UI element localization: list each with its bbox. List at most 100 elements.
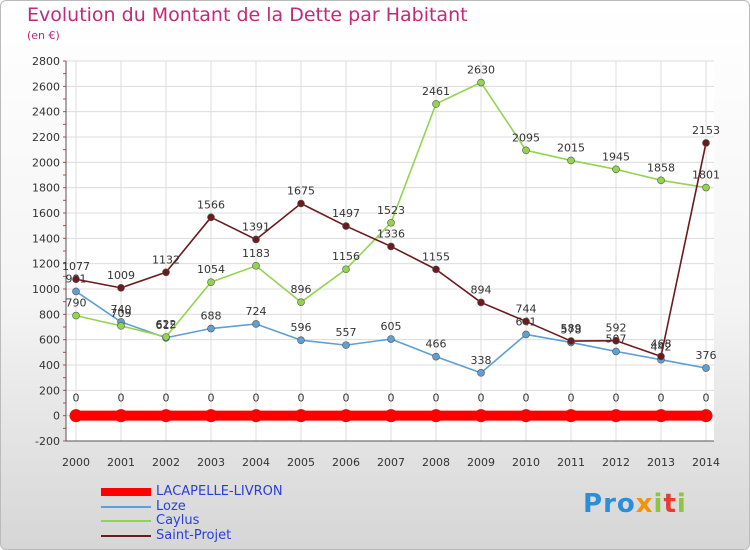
data-label: 596: [291, 321, 312, 334]
series-point: [252, 262, 260, 270]
data-label: 740: [111, 303, 132, 316]
data-label: 790: [66, 297, 87, 310]
series-point: [72, 275, 80, 284]
data-label: 2015: [557, 141, 585, 154]
y-tick-label: 600: [39, 334, 60, 347]
series-point: [207, 278, 215, 286]
data-label: 1523: [377, 204, 405, 217]
series-point: [567, 337, 575, 345]
series-point: [702, 183, 710, 192]
series-point: [702, 139, 710, 147]
data-label: 1156: [332, 250, 360, 263]
data-label: 0: [523, 392, 530, 405]
data-label: 0: [208, 392, 215, 405]
legend-swatch: [101, 505, 151, 508]
legend-label: LACAPELLE-LIVRON: [156, 484, 283, 500]
series-point: [432, 100, 440, 108]
data-label: 0: [478, 392, 485, 405]
x-tick-label: 2000: [62, 456, 90, 469]
legend-label: Loze: [156, 498, 186, 514]
legend-item: Caylus: [101, 514, 283, 529]
data-label: 0: [433, 392, 440, 405]
data-label: 0: [73, 392, 80, 405]
x-tick-label: 2003: [197, 456, 225, 469]
data-label: 0: [703, 392, 710, 405]
series-point: [384, 409, 398, 423]
series-point: [699, 409, 713, 423]
y-tick-label: 800: [39, 308, 60, 321]
x-tick-label: 2011: [557, 456, 585, 469]
x-tick-label: 2012: [602, 456, 630, 469]
data-label: 615: [156, 319, 177, 332]
y-tick-label: 1800: [32, 182, 60, 195]
data-label: 1155: [422, 250, 450, 263]
y-tick-label: 1200: [32, 258, 60, 271]
data-label: 1566: [197, 198, 225, 211]
series-point: [72, 287, 80, 296]
data-label: 1183: [242, 247, 270, 260]
data-label: 578: [561, 323, 582, 336]
data-label: 2095: [512, 131, 540, 144]
series-point: [702, 364, 710, 372]
series-point: [522, 330, 530, 339]
series-point: [72, 311, 80, 320]
data-label: 0: [298, 392, 305, 405]
chart-legend: LACAPELLE-LIVRON Loze Caylus Saint-Projet: [101, 485, 283, 543]
y-tick-label: 1000: [32, 283, 60, 296]
legend-label: Caylus: [156, 513, 200, 529]
series-point: [654, 409, 668, 423]
data-label: 376: [696, 349, 717, 362]
y-tick-label: 200: [39, 384, 60, 397]
series-point: [297, 298, 305, 306]
data-label: 2630: [467, 64, 495, 77]
series-point: [117, 322, 125, 330]
data-label: 744: [516, 302, 537, 315]
series-point: [612, 336, 620, 345]
series-point: [432, 352, 440, 361]
y-tick-label: 1600: [32, 207, 60, 220]
series-point: [249, 409, 263, 423]
y-tick-label: 2400: [32, 106, 60, 119]
series-point: [342, 341, 350, 349]
data-label: 622: [156, 318, 177, 331]
series-point: [162, 268, 170, 277]
data-label: 2153: [692, 124, 720, 137]
legend-item: Loze: [101, 498, 283, 515]
legend-item: LACAPELLE-LIVRON: [101, 485, 283, 500]
series-point: [204, 409, 218, 423]
data-label: 896: [291, 283, 312, 296]
data-label: 1858: [647, 161, 675, 174]
legend-swatch: [101, 520, 151, 523]
series-point: [612, 165, 620, 174]
series-point: [609, 409, 623, 423]
proxiti-logo: Proxiti: [583, 489, 687, 519]
series-point: [342, 265, 350, 274]
data-label: 1801: [692, 169, 720, 182]
data-label: 2461: [422, 85, 450, 98]
plot-area: [66, 61, 714, 441]
x-tick-label: 2008: [422, 456, 450, 469]
series-point: [477, 78, 485, 87]
data-label: 0: [253, 392, 260, 405]
legend-swatch: [101, 534, 151, 537]
data-label: 688: [201, 310, 222, 323]
data-label: 592: [606, 322, 627, 335]
series-point: [432, 265, 440, 274]
data-label: 1054: [197, 263, 225, 276]
data-label: 338: [471, 354, 492, 367]
series-point: [114, 409, 128, 423]
data-label: 0: [343, 392, 350, 405]
series-point: [519, 409, 533, 423]
legend-item: Saint-Projet: [101, 528, 283, 544]
series-point: [339, 409, 353, 423]
x-tick-label: 2010: [512, 456, 540, 469]
data-label: 0: [568, 392, 575, 405]
series-point: [657, 352, 665, 361]
series-point: [474, 409, 488, 423]
series-point: [477, 298, 485, 307]
y-tick-label: 400: [39, 359, 60, 372]
series-point: [252, 235, 260, 244]
data-label: 1675: [287, 185, 315, 198]
series-point: [159, 409, 173, 423]
series-point: [567, 156, 575, 165]
